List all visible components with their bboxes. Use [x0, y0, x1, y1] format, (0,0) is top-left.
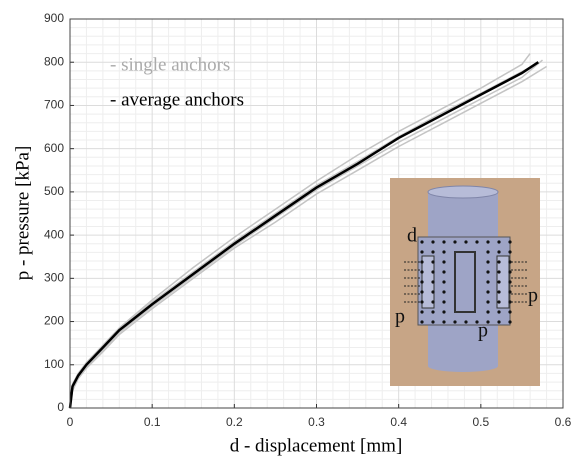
dot: [420, 290, 424, 294]
dot: [431, 260, 435, 264]
dot: [442, 320, 446, 324]
x-tick-label: 0: [67, 415, 74, 429]
dot: [486, 240, 490, 244]
dot: [508, 270, 512, 274]
dot: [420, 240, 424, 244]
dot: [508, 250, 512, 254]
dot: [431, 290, 435, 294]
y-tick-label: 500: [44, 184, 64, 198]
dot: [475, 320, 479, 324]
dot: [431, 310, 435, 314]
dot: [442, 270, 446, 274]
legend-entry: - average anchors: [110, 89, 244, 110]
dot: [464, 320, 468, 324]
x-tick-label: 0.3: [308, 415, 325, 429]
dot: [453, 240, 457, 244]
inset-label: p: [395, 306, 405, 328]
dot: [486, 280, 490, 284]
y-tick-label: 200: [44, 314, 64, 328]
y-tick-label: 800: [44, 54, 64, 68]
dot: [508, 320, 512, 324]
dot: [475, 240, 479, 244]
dot: [420, 320, 424, 324]
dot: [431, 280, 435, 284]
dot: [486, 260, 490, 264]
dot: [420, 300, 424, 304]
dot: [486, 310, 490, 314]
dot: [497, 260, 501, 264]
y-tick-label: 100: [44, 357, 64, 371]
inset-label: p: [528, 285, 538, 307]
x-tick-label: 0.1: [144, 415, 161, 429]
dot: [431, 270, 435, 274]
y-tick-label: 700: [44, 98, 64, 112]
inset-diagram: d p p p: [390, 178, 540, 386]
line: [69, 65, 547, 409]
dot: [431, 250, 435, 254]
dot: [442, 310, 446, 314]
x-axis-label: d - displacement [mm]: [230, 435, 403, 456]
x-tick-label: 0.4: [390, 415, 407, 429]
y-tick-label: 0: [57, 400, 64, 414]
plot-frame: [69, 18, 564, 409]
anchor-plate: [454, 251, 476, 313]
dot: [497, 270, 501, 274]
dot: [464, 240, 468, 244]
dot: [497, 310, 501, 314]
dot: [497, 250, 501, 254]
y-tick-label: 300: [44, 271, 64, 285]
dot: [453, 320, 457, 324]
dot: [486, 320, 490, 324]
y-tick-label: 600: [44, 141, 64, 155]
x-tick-label: 0.2: [226, 415, 243, 429]
dot: [420, 310, 424, 314]
y-tick-label: 400: [44, 227, 64, 241]
dot: [508, 300, 512, 304]
inset-label: d: [407, 225, 417, 247]
dot: [442, 240, 446, 244]
x-tick-label: 0.6: [555, 415, 572, 429]
dot: [497, 280, 501, 284]
inset-label: p: [478, 320, 488, 342]
y-axis-label: p - pressure [kPa]: [12, 146, 33, 281]
dot: [442, 300, 446, 304]
dot: [508, 310, 512, 314]
dot: [508, 290, 512, 294]
dot: [442, 260, 446, 264]
cylinder-bottom: [428, 360, 498, 372]
dot: [486, 270, 490, 274]
dot: [508, 260, 512, 264]
dot: [420, 250, 424, 254]
dot: [420, 280, 424, 284]
dot: [431, 240, 435, 244]
y-tick-label: 900: [44, 11, 64, 25]
dot: [442, 280, 446, 284]
dot: [508, 280, 512, 284]
dot: [420, 270, 424, 274]
dot: [442, 250, 446, 254]
dot: [508, 240, 512, 244]
dot: [486, 300, 490, 304]
dot: [497, 320, 501, 324]
cylinder-top: [427, 185, 499, 199]
dot: [497, 240, 501, 244]
x-tick-label: 0.5: [472, 415, 489, 429]
dot: [431, 300, 435, 304]
dot: [497, 300, 501, 304]
line: [68, 61, 539, 409]
dot: [497, 290, 501, 294]
dot: [442, 290, 446, 294]
dot: [486, 290, 490, 294]
dot: [431, 320, 435, 324]
legend-entry: - single anchors: [110, 54, 230, 75]
dot: [486, 250, 490, 254]
dot: [420, 260, 424, 264]
